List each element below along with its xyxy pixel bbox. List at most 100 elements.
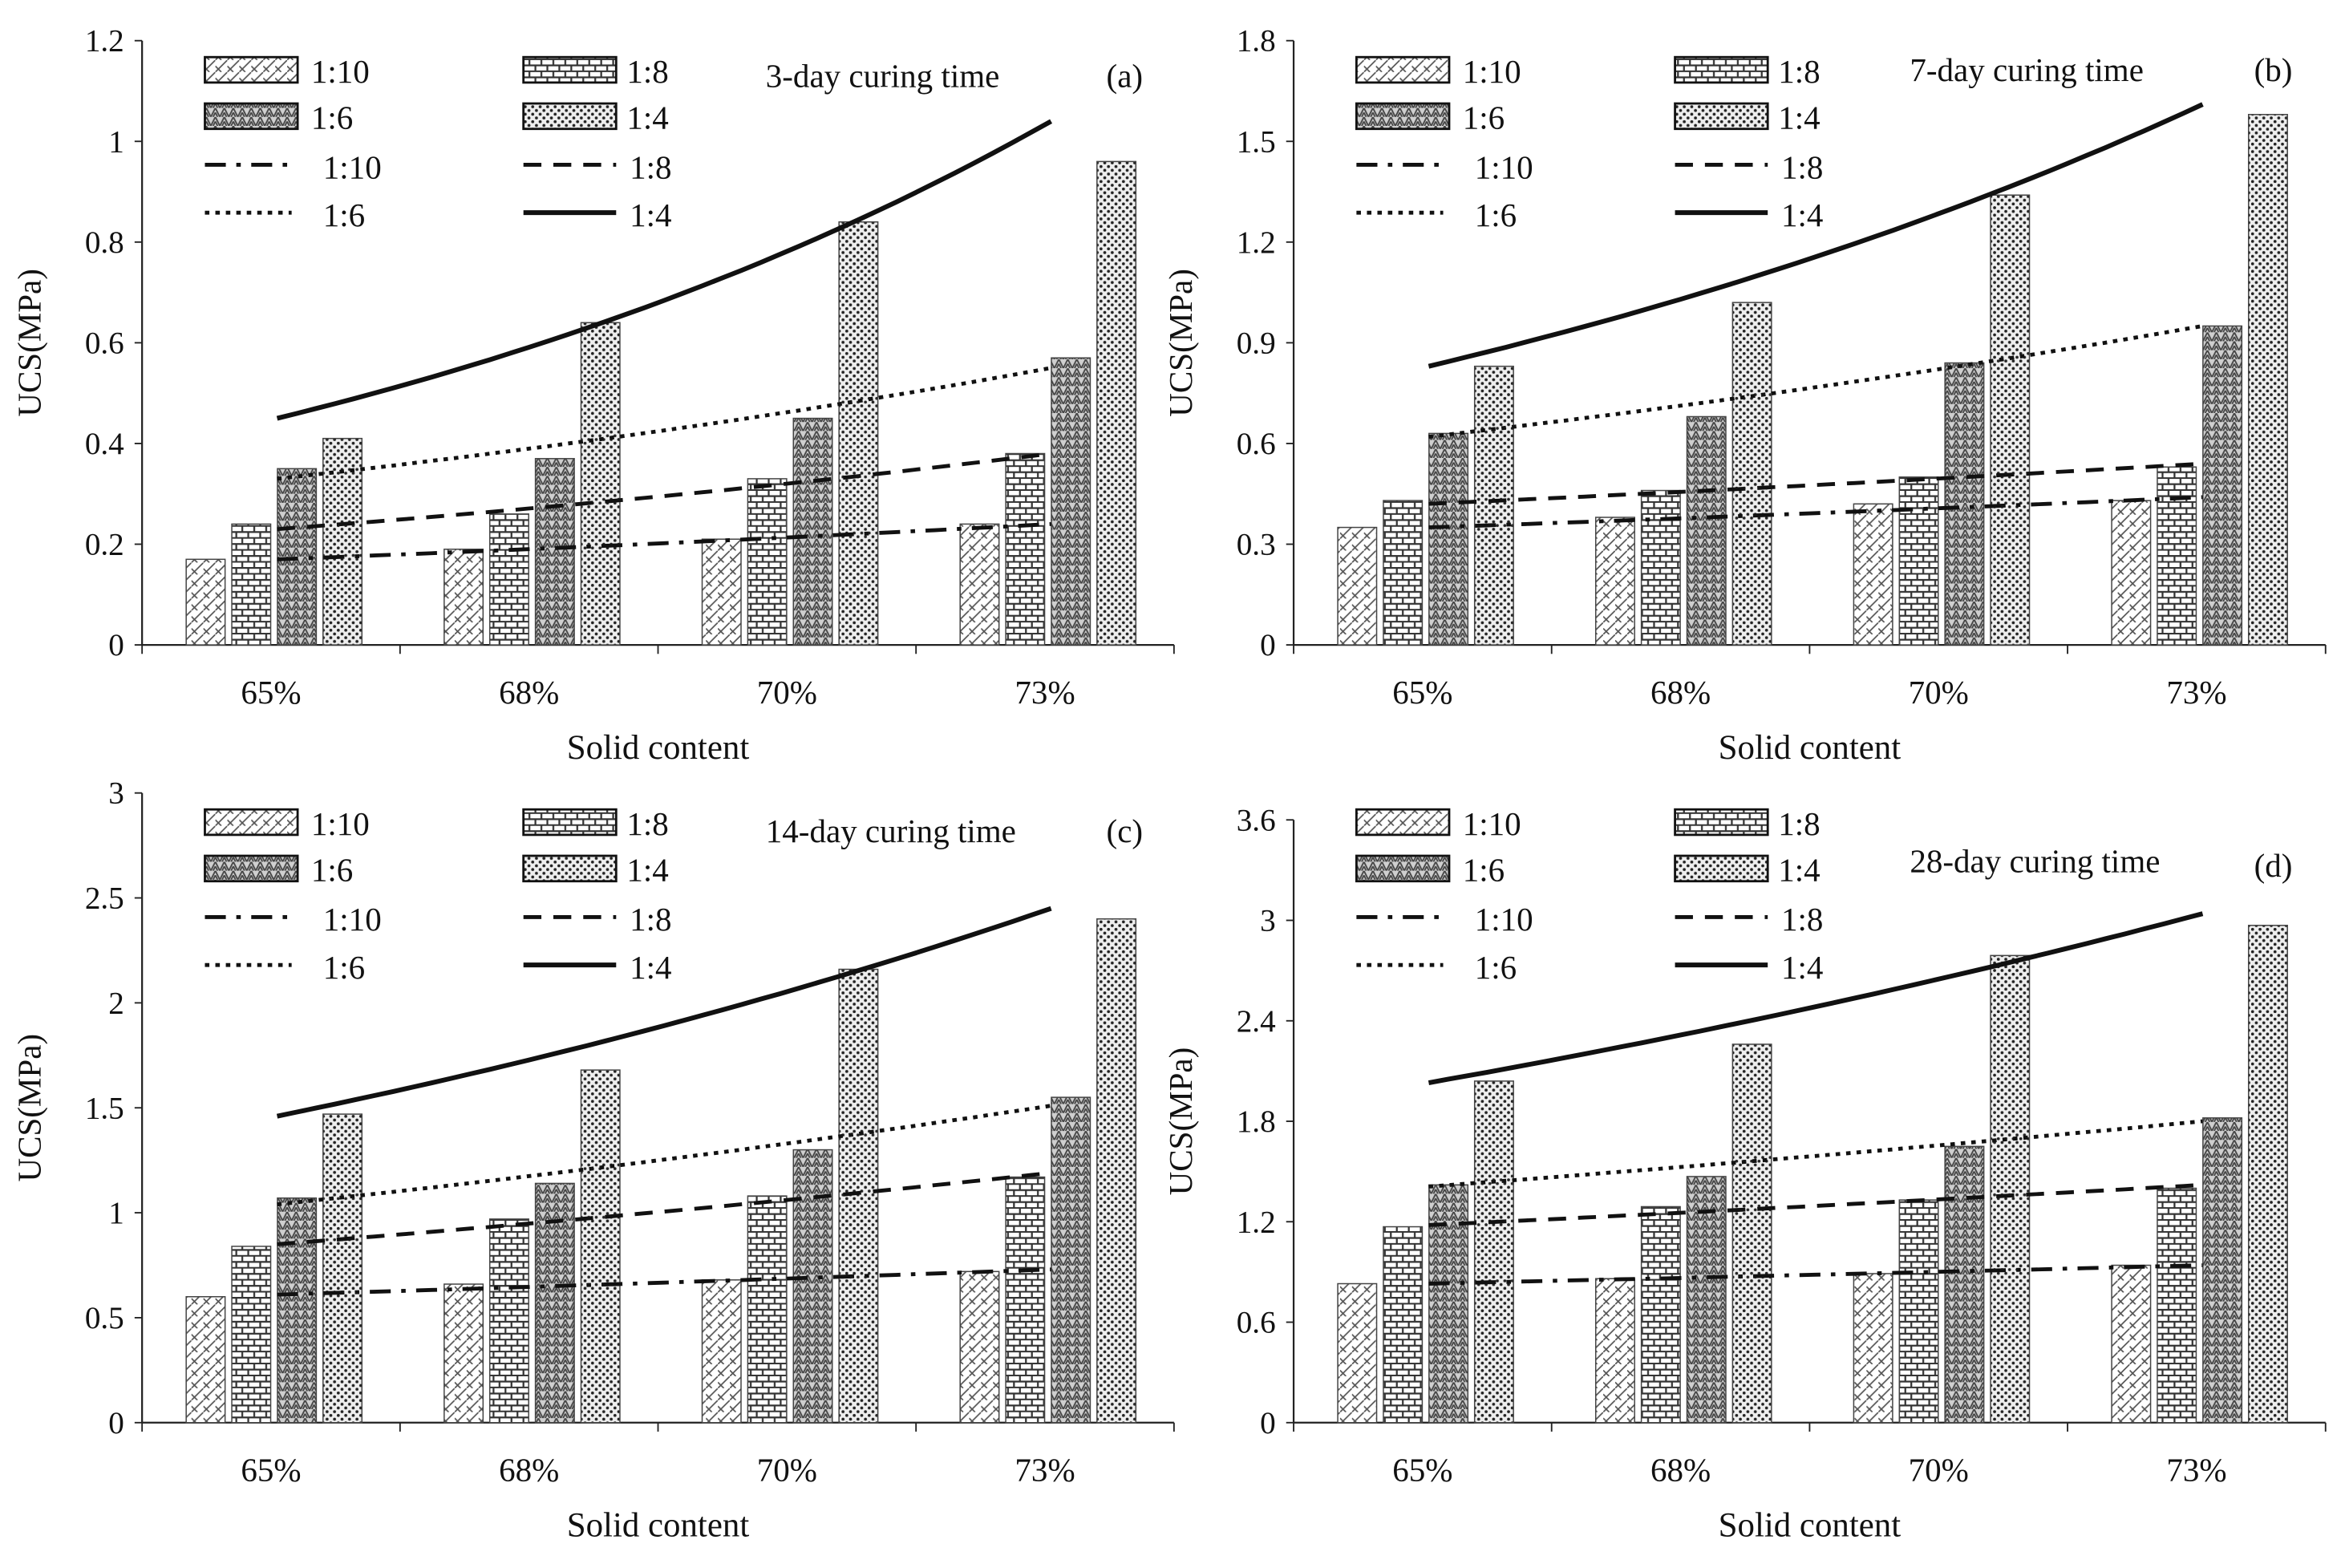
chart-panel-b: 0 0.3 0.6 0.9 1.2 1.5 1.8 65% 68% 70% 73% Solid con…	[1162, 24, 2327, 767]
x-axis-label: Solid content	[567, 1506, 750, 1544]
legend-swatch-bar-1-10	[1355, 55, 1451, 84]
y-tick-label: 0	[1260, 1406, 1276, 1440]
legend-label: 1:10	[1463, 805, 1521, 842]
legend-label: 1:4	[630, 949, 671, 986]
bar-1-6-70	[1944, 1145, 1985, 1424]
bar-1-10-73	[2111, 1264, 2152, 1424]
trendline-1-10	[1428, 495, 2203, 529]
panel-label: (c)	[1107, 812, 1144, 849]
bar-1-8-68	[1640, 1205, 1681, 1424]
bar-1-6-73	[2202, 325, 2243, 646]
chart-panel-d: 0 0.6 1.2 1.8 2.4 3 3.6 65% 68% 70% 73% Solid conte…	[1162, 803, 2327, 1544]
legend-label: 1:4	[1778, 99, 1820, 136]
bar-1-4-70	[1990, 194, 2031, 646]
y-tick-label: 0.3	[1237, 528, 1276, 562]
y-tick-label: 3.6	[1237, 803, 1276, 837]
x-tick-label: 68%	[1650, 674, 1711, 711]
legend: 1:10 1:8 1:6 1:4 1:10 1:8 1:6 1:4	[1355, 53, 1823, 233]
bar-1-4-65	[1473, 365, 1514, 646]
legend-label: 1:4	[1781, 197, 1823, 233]
x-tick-label: 65%	[241, 674, 301, 711]
y-tick-label: 0.6	[1237, 1306, 1276, 1340]
bar-1-6-70	[1944, 362, 1985, 646]
x-tick-label: 68%	[1650, 1451, 1711, 1488]
bar-1-4-73	[2247, 114, 2288, 646]
bar-1-6-70	[792, 1149, 833, 1424]
legend-label: 1:8	[630, 148, 671, 185]
trendline-1-4	[1428, 911, 2204, 1086]
legend-label: 1:6	[311, 852, 353, 889]
y-tick-label: 1.2	[1237, 225, 1276, 260]
trendline-1-10	[1428, 1263, 2203, 1286]
panel-label: (a)	[1107, 58, 1144, 95]
x-tick-label: 73%	[1015, 1451, 1075, 1488]
trendline-1-8	[277, 452, 1051, 532]
chart-title: 14-day curing time	[766, 812, 1016, 849]
bar-1-10-65	[185, 1296, 226, 1424]
legend: 1:10 1:8 1:6 1:4 1:10 1:8 1:6 1:4	[1355, 805, 1823, 986]
legend-label: 1:4	[1778, 852, 1820, 889]
y-axis-label: UCS(MPa)	[1162, 269, 1199, 417]
trendline-1-4	[276, 906, 1052, 1119]
bar-1-6-73	[1051, 1096, 1091, 1424]
bar-1-10-73	[959, 523, 1000, 646]
bar-1-8-73	[1005, 452, 1046, 646]
legend-label: 1:4	[626, 852, 668, 889]
bar-1-10-65	[1337, 1282, 1378, 1424]
bar-1-4-73	[1096, 160, 1137, 646]
bar-1-10-68	[443, 1283, 484, 1424]
bar-1-10-68	[443, 549, 484, 646]
y-tick-label: 2	[108, 986, 124, 1020]
bar-1-8-65	[1383, 500, 1424, 646]
x-tick-label: 65%	[1392, 674, 1452, 711]
bar-1-6-70	[792, 417, 833, 646]
legend-label: 1:4	[630, 197, 671, 233]
bar-1-8-70	[1898, 1199, 1939, 1424]
x-tick-label: 68%	[499, 1451, 559, 1488]
chart-title: 7-day curing time	[1910, 51, 2144, 88]
legend-swatch-bar-1-8	[1674, 808, 1769, 837]
bar-1-8-73	[2157, 1187, 2197, 1424]
bar-1-10-70	[701, 1279, 742, 1424]
y-tick-label: 1.5	[1237, 124, 1276, 159]
legend-label: 1:10	[1475, 901, 1533, 938]
bar-1-4-65	[322, 1113, 363, 1424]
bar-1-4-65	[1473, 1080, 1514, 1424]
legend-label: 1:6	[323, 197, 365, 233]
bar-1-4-68	[580, 1069, 621, 1424]
bar-1-4-73	[2247, 925, 2288, 1424]
bar-1-4-73	[1096, 918, 1137, 1424]
bar-1-6-68	[534, 1182, 575, 1424]
x-tick-label: 68%	[499, 674, 559, 711]
chart-title: 28-day curing time	[1910, 843, 2160, 880]
legend-swatch-bar-1-6	[204, 854, 299, 883]
legend-label: 1:10	[323, 901, 382, 938]
bar-1-8-68	[488, 513, 529, 646]
chart-title: 3-day curing time	[766, 58, 1000, 95]
bar-1-6-68	[1686, 1176, 1727, 1424]
x-axis-label: Solid content	[1719, 729, 1902, 767]
bar-1-8-73	[1005, 1176, 1046, 1424]
y-tick-label: 0.6	[1237, 427, 1276, 461]
trendline-1-8	[1428, 1182, 2203, 1227]
legend-swatch-bar-1-4	[522, 854, 618, 883]
bar-1-4-68	[1731, 1043, 1772, 1424]
legend-label: 1:8	[1781, 901, 1823, 938]
bar-1-4-70	[838, 221, 879, 646]
trendline-1-4	[1428, 102, 2204, 369]
legend-swatch-bar-1-6	[1355, 102, 1451, 131]
y-tick-label: 0.4	[85, 427, 124, 461]
y-tick-label: 0.8	[85, 225, 124, 260]
legend-swatch-bar-1-6	[204, 102, 299, 131]
bar-1-8-70	[747, 478, 788, 646]
trendline-1-6	[1428, 1119, 2203, 1189]
legend-label: 1:10	[311, 53, 370, 90]
x-tick-label: 65%	[1392, 1451, 1452, 1488]
legend-label: 1:8	[1778, 53, 1820, 90]
y-tick-label: 1.5	[85, 1091, 124, 1125]
bar-1-10-73	[2111, 500, 2152, 646]
bar-1-6-65	[1428, 1184, 1469, 1424]
bar-1-10-65	[1337, 526, 1378, 646]
bar-1-6-68	[534, 458, 575, 646]
